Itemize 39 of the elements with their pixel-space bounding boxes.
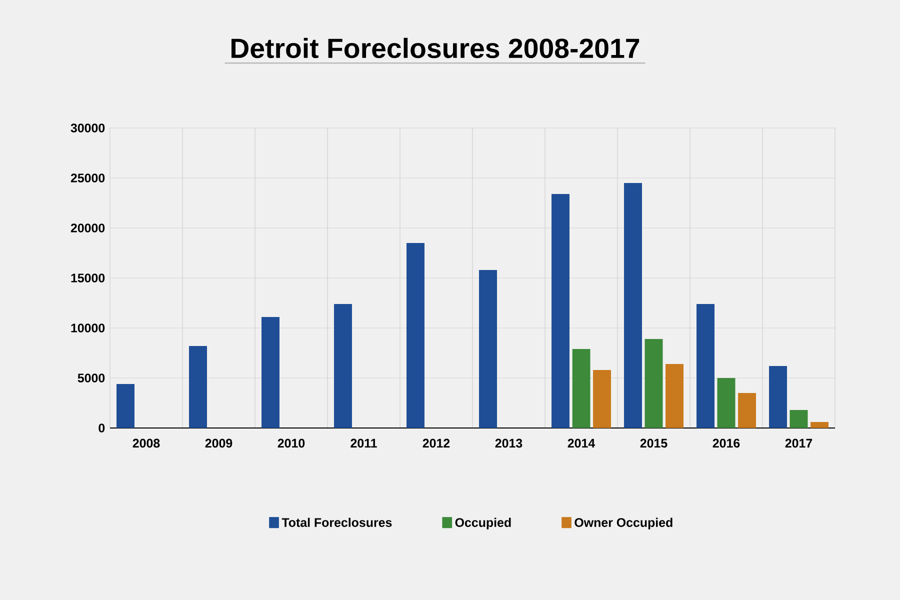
bar <box>769 366 787 428</box>
bar <box>666 364 684 428</box>
x-tick-label: 2017 <box>785 438 812 448</box>
bar <box>552 194 570 428</box>
bar <box>406 243 424 428</box>
bar <box>644 339 663 428</box>
chart-title: Detroit Foreclosures 2008-2017 <box>232 38 640 58</box>
bar <box>479 270 497 428</box>
bar <box>738 393 756 428</box>
x-tick-label: 2010 <box>278 438 305 448</box>
x-tick-label: 2013 <box>495 438 522 448</box>
legend-label: Occupied <box>455 518 511 530</box>
bar <box>189 346 207 428</box>
y-tick-label: 10000 <box>71 324 105 332</box>
y-tick-label: 15000 <box>71 274 105 282</box>
x-tick-label: 2012 <box>422 438 450 448</box>
x-tick-label: 2014 <box>568 438 596 448</box>
bar <box>572 349 590 428</box>
bar <box>624 183 642 428</box>
legend-label: Total Foreclosures <box>282 518 392 527</box>
bar <box>810 422 829 428</box>
legend-label: Owner Occupied <box>574 518 672 530</box>
bar <box>116 384 134 428</box>
y-tick-label: 25000 <box>70 174 105 182</box>
y-tick-label: 30000 <box>70 124 105 132</box>
x-tick-label: 2009 <box>205 438 232 448</box>
y-tick-label: 5000 <box>78 374 105 382</box>
y-tick-label: 20000 <box>70 224 105 232</box>
x-tick-label: 2016 <box>712 438 740 448</box>
x-tick-label: 2008 <box>132 438 160 448</box>
bar <box>790 410 808 428</box>
bar <box>262 317 280 428</box>
x-tick-label: 2011 <box>350 438 377 448</box>
bar <box>717 378 736 428</box>
bar <box>696 304 714 428</box>
bar <box>334 304 352 428</box>
x-tick-label: 2015 <box>640 438 668 448</box>
y-tick-label: 0 <box>98 424 105 432</box>
bar <box>593 370 612 428</box>
